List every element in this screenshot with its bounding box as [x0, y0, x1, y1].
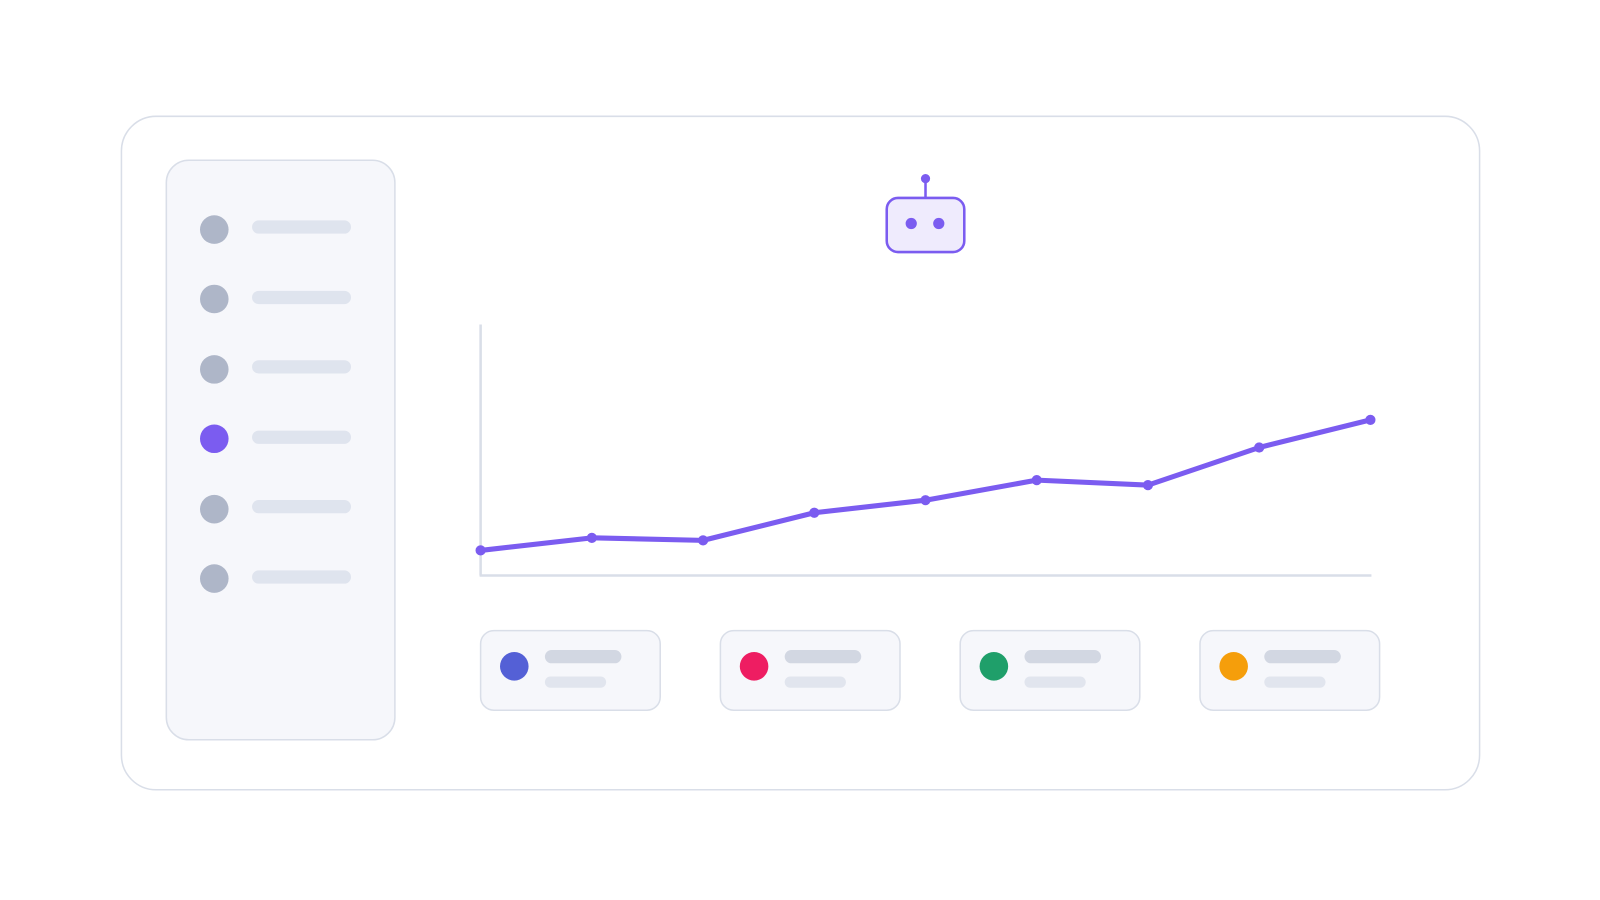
- sidebar-icon: [200, 564, 229, 593]
- sidebar-label-placeholder: [252, 290, 352, 305]
- sidebar-label-placeholder: [252, 220, 352, 234]
- line-point: [1365, 414, 1376, 425]
- line-point: [1031, 475, 1042, 486]
- summary-cards: [479, 629, 1381, 711]
- line-point: [697, 535, 709, 546]
- sidebar-icon: [200, 355, 229, 384]
- sidebar-icon: [200, 215, 229, 244]
- line-point: [1254, 442, 1265, 453]
- sidebar: [165, 159, 396, 741]
- sidebar-label-placeholder: [252, 570, 352, 584]
- line-point: [1142, 480, 1154, 491]
- robot-icon: [885, 173, 966, 254]
- line-point: [475, 545, 486, 556]
- sidebar-icon: [200, 284, 229, 314]
- line-point: [920, 495, 931, 506]
- sidebar-label-placeholder: [252, 430, 352, 444]
- line-point: [586, 532, 597, 543]
- outer-frame: [120, 115, 1481, 791]
- sidebar-items: [200, 215, 352, 593]
- sidebar-icon-active: [200, 424, 229, 454]
- sidebar-label-placeholder: [252, 360, 352, 374]
- sidebar-icon: [200, 494, 229, 524]
- line-point: [809, 507, 820, 518]
- sidebar-label-placeholder: [252, 500, 352, 514]
